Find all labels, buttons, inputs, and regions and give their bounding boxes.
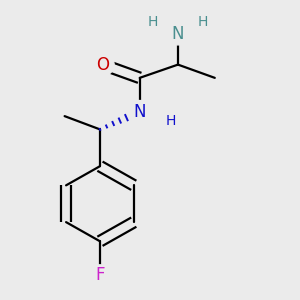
Circle shape xyxy=(167,22,189,45)
Text: H: H xyxy=(165,114,176,128)
Circle shape xyxy=(128,100,151,123)
Text: O: O xyxy=(96,56,110,74)
Text: H: H xyxy=(148,15,158,29)
Text: N: N xyxy=(172,25,184,43)
Text: H: H xyxy=(197,15,208,29)
Circle shape xyxy=(90,265,110,285)
Text: N: N xyxy=(134,103,146,121)
Text: F: F xyxy=(95,266,105,284)
Circle shape xyxy=(92,53,114,76)
